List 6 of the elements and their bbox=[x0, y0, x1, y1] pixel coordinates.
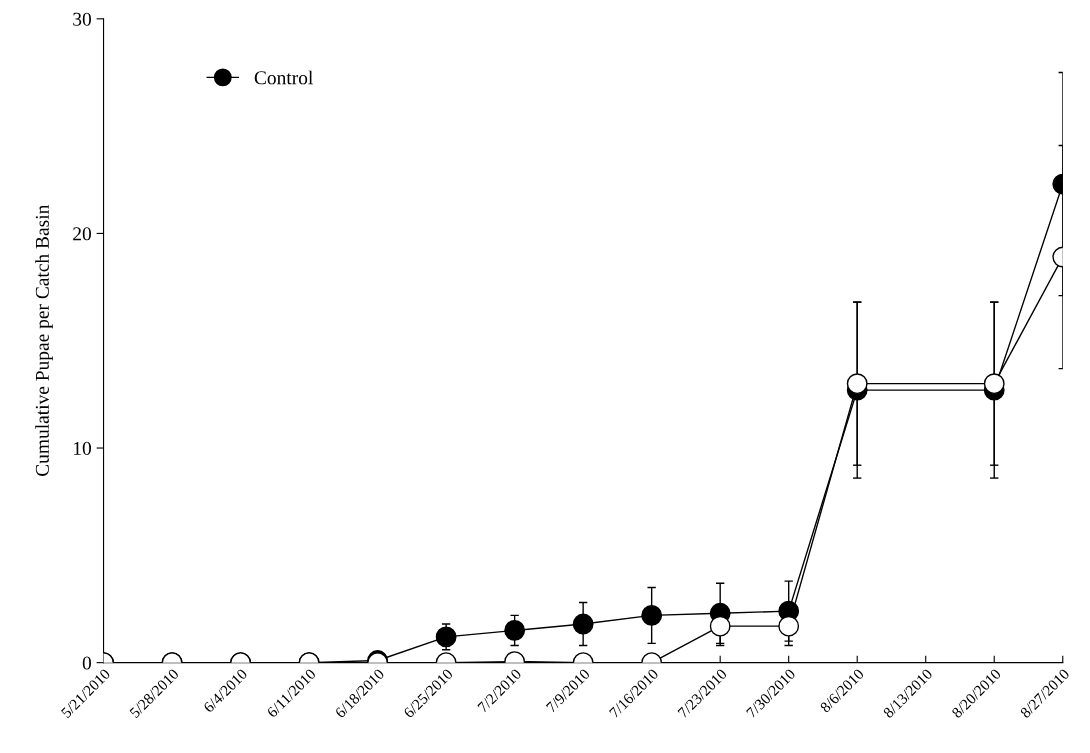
y-tick-label: 20 bbox=[73, 227, 91, 241]
y-tick-label: 30 bbox=[73, 12, 91, 26]
y-axis-title: Cumulative Pupae per Catch Basin bbox=[35, 204, 53, 477]
y-tick-label: 0 bbox=[82, 656, 91, 670]
y-tick-label: 10 bbox=[74, 441, 91, 455]
legend-label: Control bbox=[254, 70, 313, 85]
